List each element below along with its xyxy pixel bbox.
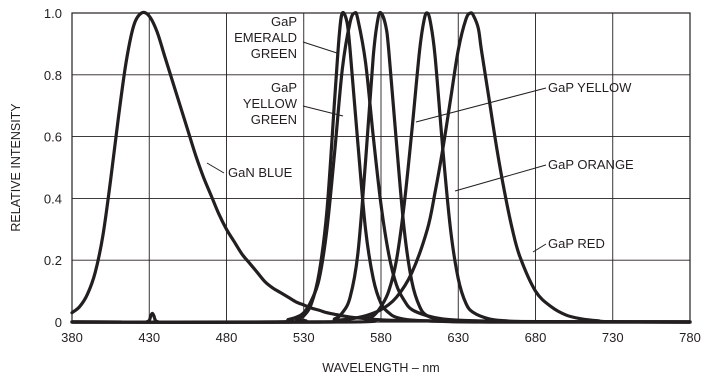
leader-gan-blue [206,162,225,174]
y-axis-title: RELATIVE INTENSITY [9,103,23,232]
annotation-gan-blue: GaN BLUE [228,165,293,180]
annotation-line: GaN BLUE [228,165,293,180]
x-tick-label: 780 [679,330,701,345]
annotation-gap-orange: GaP ORANGE [548,157,634,172]
annotation-line: GaP [271,80,297,95]
leader-gap-emerald-green [302,41,338,54]
curve-gap-yellow [70,10,692,324]
annotation-line: GREEN [251,46,297,61]
leader-gap-orange [454,164,547,192]
curve-gan-blue [70,10,692,324]
x-tick-label: 580 [370,330,392,345]
annotation-gap-emerald-green: GaP EMERALD GREEN [234,14,297,61]
annotation-line: GREEN [251,112,297,127]
annotation-line: GaP RED [548,236,605,251]
x-tick-label: 680 [525,330,547,345]
annotation-gap-yellow: GaP YELLOW [548,80,632,95]
y-tick-label: 0.6 [44,130,62,145]
y-tick-label: 1.0 [44,6,62,21]
x-tick-label: 480 [216,330,238,345]
plot-frame [71,12,691,323]
leader-gap-yellow-green [302,105,344,117]
annotation-line: YELLOW [243,96,298,111]
annotation-line: GaP [271,14,297,29]
y-tick-label: 0.2 [44,253,62,268]
x-tick-label: 430 [138,330,160,345]
annotation-line: EMERALD [234,30,297,45]
tick-labels: 380 430 480 530 580 630 680 730 780 0 0.2 0.4 0.6 0.8… [44,6,701,345]
leader-gap-red [532,243,547,253]
annotation-gap-yellow-green: GaP YELLOW GREEN [243,80,298,127]
x-tick-label: 630 [447,330,469,345]
x-axis-title: WAVELENGTH – nm [322,361,439,375]
annotation-leaders [206,41,547,253]
x-tick-label: 730 [602,330,624,345]
curve-blue-secondary-peak [144,311,161,324]
annotation-line: GaP ORANGE [548,157,634,172]
leader-gap-yellow [415,87,547,123]
annotation-line: GaP YELLOW [548,80,632,95]
y-tick-label: 0.4 [44,191,62,206]
annotation-gap-red: GaP RED [548,236,605,251]
x-tick-label: 380 [61,330,83,345]
y-tick-label: 0.8 [44,68,62,83]
y-tick-label: 0 [55,315,62,330]
x-tick-label: 530 [293,330,315,345]
